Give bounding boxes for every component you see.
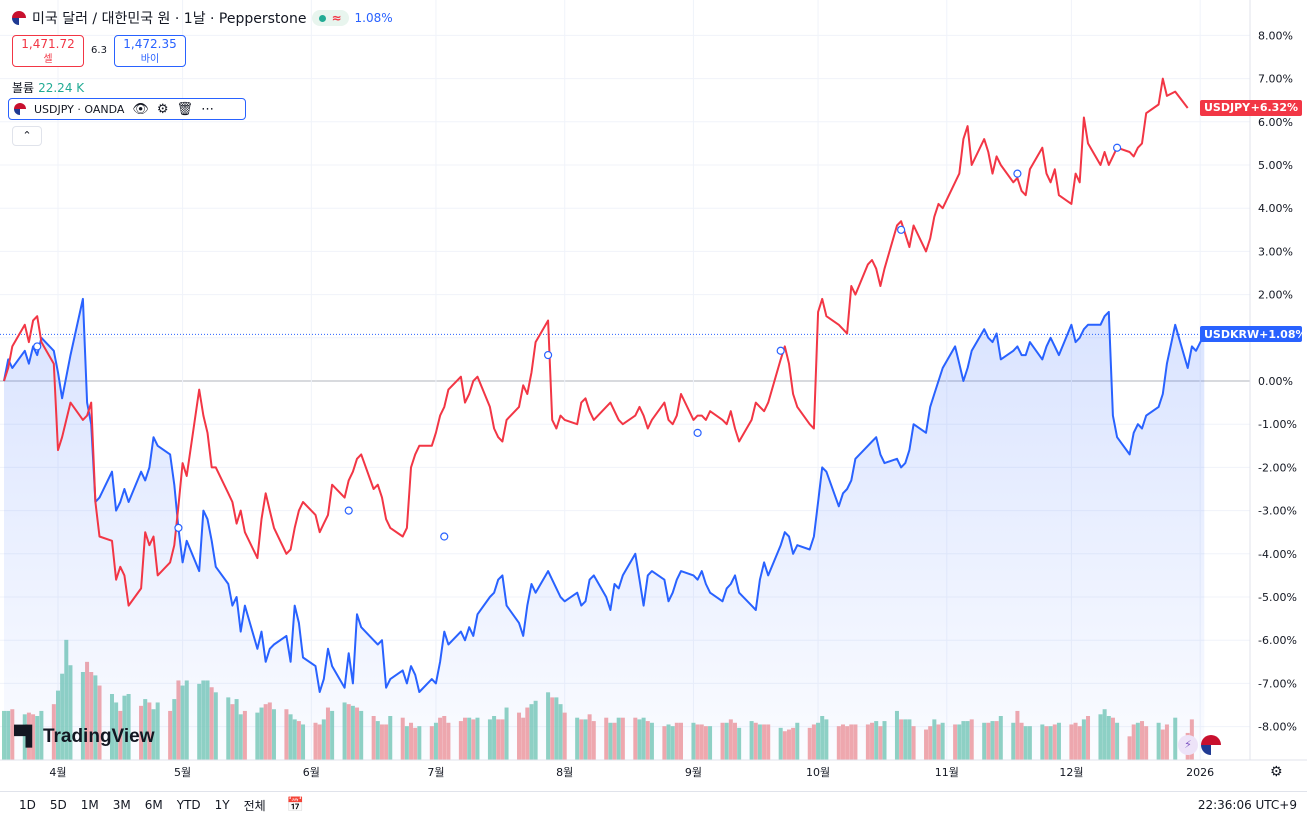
range-1y[interactable]: 1Y [214, 798, 230, 812]
y-tick-label: -1.00% [1258, 418, 1297, 431]
y-tick-label: -3.00% [1258, 505, 1297, 518]
range-all[interactable]: 전체 [243, 798, 266, 813]
usdjpy-tag-value: +6.32% [1250, 101, 1298, 115]
sell-button[interactable]: 1,471.72 셀 [12, 35, 84, 67]
event-marker [776, 346, 785, 355]
x-axis: 4월 5월 6월 7월 8월 9월 10월 11월 12월 2026 [49, 766, 1214, 779]
usdkrw-line [3, 297, 1206, 693]
event-marker [440, 532, 449, 541]
y-tick-label: 7.00% [1258, 73, 1293, 86]
usdjpy-price-tag: USDJPY +6.32% [1200, 99, 1302, 116]
event-marker [1112, 143, 1122, 152]
symbol-title[interactable]: 미국 달러 / 대한민국 원 · 1날 · Pepperstone [32, 11, 307, 27]
usdkrw-area [4, 298, 1205, 760]
brand-name: TradingView [42, 726, 155, 747]
eye-icon[interactable]: 👁 [132, 101, 149, 117]
usdjpy-line [3, 77, 1189, 607]
usdkrw-price-tag: USDKRW +1.08% [1200, 326, 1307, 343]
axis-settings-gear-icon[interactable]: ⚙ [1270, 764, 1283, 780]
x-tick-label: 7월 [427, 766, 444, 779]
y-tick-label: 3.00% [1258, 245, 1293, 258]
volume-legend: 볼륨 22.24 K [12, 79, 84, 96]
usdjpy-tag-name: USDJPY [1204, 101, 1251, 115]
x-tick-label: 11월 [935, 766, 959, 779]
sell-price: 1,471.72 [21, 37, 75, 51]
event-marker [1013, 169, 1022, 178]
collapse-legend-button[interactable]: ⌃ [12, 126, 42, 146]
event-marker [174, 523, 183, 532]
x-tick-label: 8월 [556, 766, 573, 779]
event-marker [693, 428, 702, 437]
tradingview-mark-icon: ▀▌ [14, 726, 39, 747]
date-range-calendar-icon[interactable]: 📅 [286, 797, 305, 813]
trash-icon[interactable]: 🗑 [176, 101, 194, 117]
x-tick-label: 9월 [685, 766, 702, 779]
tradingview-logo[interactable]: ▀▌ TradingView [14, 726, 155, 748]
spread-value: 6.3 [91, 45, 107, 56]
range-ytd[interactable]: YTD [176, 798, 201, 812]
market-status-symbol: ≈ [331, 11, 342, 25]
y-axis: 8.00%7.00%6.00%5.00%4.00%3.00%2.00%1.00%… [1258, 29, 1297, 733]
lightning-icon[interactable]: ⚡ [1178, 735, 1198, 755]
us-flag-badge-icon[interactable] [1201, 735, 1221, 755]
volume-label: 볼륨 [12, 81, 35, 95]
y-tick-label: -6.00% [1258, 634, 1297, 647]
event-marker [543, 350, 553, 360]
sell-label: 셀 [43, 54, 53, 65]
range-3m[interactable]: 3M [112, 798, 131, 812]
clock[interactable]: 22:36:06 UTC+9 [1197, 798, 1297, 812]
chart-canvas[interactable]: 8.00%7.00%6.00%5.00%4.00%3.00%2.00%1.00%… [0, 0, 1307, 790]
x-tick-label: 5월 [174, 766, 191, 779]
range-5d[interactable]: 5D [49, 798, 67, 812]
volume-value: 22.24 K [38, 81, 85, 95]
compare-series-legend[interactable]: USDJPY · OANDA 👁 ⚙ 🗑 ⋯ [8, 98, 246, 120]
more-icon[interactable]: ⋯ [201, 101, 215, 117]
y-tick-label: -5.00% [1258, 591, 1297, 604]
series-flag-icon [14, 103, 26, 115]
bottom-toolbar: 1D 5D 1M 3M 6M YTD 1Y 전체 📅 22:36:06 UTC+… [0, 791, 1307, 818]
event-marker [897, 225, 906, 234]
buy-button[interactable]: 1,472.35 바이 [114, 35, 186, 67]
change-percent: 1.08% [354, 11, 393, 25]
market-open-dot-icon [319, 14, 327, 22]
x-tick-label: 12월 [1059, 766, 1083, 779]
chevron-up-icon: ⌃ [22, 129, 32, 142]
usdkrw-tag-name: USDKRW [1204, 327, 1260, 341]
x-tick-label: 4월 [49, 766, 66, 779]
event-marker [344, 506, 353, 515]
y-tick-label: -8.00% [1258, 721, 1297, 734]
y-tick-label: -7.00% [1258, 677, 1297, 690]
buy-price: 1,472.35 [123, 37, 177, 51]
y-tick-label: 0.00% [1258, 375, 1293, 388]
x-tick-label: 6월 [303, 766, 320, 779]
y-tick-label: 6.00% [1258, 116, 1293, 129]
y-tick-label: 8.00% [1258, 29, 1293, 42]
compare-series-label: USDJPY · OANDA [34, 102, 125, 116]
range-1d[interactable]: 1D [19, 798, 36, 812]
x-tick-label: 2026 [1186, 766, 1214, 779]
y-tick-label: 4.00% [1258, 202, 1293, 215]
usdkrw-tag-value: +1.08% [1259, 327, 1307, 341]
range-1m[interactable]: 1M [80, 798, 99, 812]
us-flag-icon [12, 11, 26, 25]
usdkrw-area [4, 298, 1205, 760]
y-tick-label: 2.00% [1258, 289, 1293, 302]
y-tick-label: 5.00% [1258, 159, 1293, 172]
x-tick-label: 10월 [806, 766, 830, 779]
chart-header: 미국 달러 / 대한민국 원 · 1날 · Pepperstone ≈ 1.08… [12, 8, 393, 28]
event-markers [33, 143, 1122, 541]
range-6m[interactable]: 6M [144, 798, 163, 812]
buy-label: 바이 [140, 54, 160, 65]
settings-icon[interactable]: ⚙ [156, 101, 169, 117]
y-tick-label: -2.00% [1258, 461, 1297, 474]
market-status-pill[interactable]: ≈ [312, 10, 349, 26]
y-tick-label: -4.00% [1258, 548, 1297, 561]
event-marker [33, 342, 42, 351]
